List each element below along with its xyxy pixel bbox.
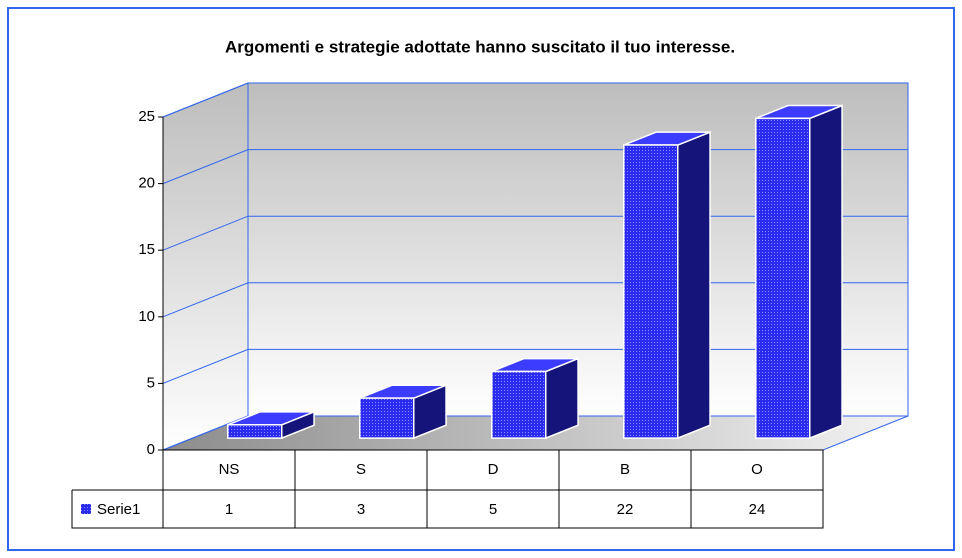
value-label: 3	[357, 501, 365, 518]
chart-title: Argomenti e strategie adottate hanno sus…	[225, 37, 735, 56]
bar-front	[227, 424, 283, 439]
bar-side	[545, 357, 579, 440]
legend-swatch	[81, 504, 91, 514]
x-tick-label: D	[488, 461, 499, 478]
bar	[227, 410, 315, 440]
bar-front	[623, 144, 679, 439]
y-tick-label: 25	[138, 108, 155, 125]
bar-front	[359, 397, 415, 439]
y-tick-label: 15	[138, 241, 155, 258]
grid-line	[162, 82, 908, 118]
bar	[491, 357, 579, 440]
value-label: 1	[225, 501, 233, 518]
bar	[755, 104, 843, 440]
bar	[623, 131, 711, 440]
y-tick-label: 0	[147, 441, 155, 458]
bar-front	[491, 370, 547, 439]
x-tick-label: B	[620, 461, 630, 478]
legend-label: Serie1	[97, 501, 140, 518]
y-tick-label: 5	[147, 374, 155, 391]
table-border	[71, 449, 824, 529]
value-label: 24	[749, 501, 766, 518]
bar-side	[677, 131, 711, 440]
x-tick-label: O	[751, 461, 763, 478]
bar	[359, 384, 447, 440]
bar-side	[809, 104, 843, 440]
value-label: 22	[617, 501, 634, 518]
bar-front	[755, 117, 811, 439]
value-label: 5	[489, 501, 497, 518]
x-tick-label: S	[356, 461, 366, 478]
y-tick-label: 20	[138, 175, 155, 192]
y-tick-label: 10	[138, 308, 155, 325]
frame	[7, 7, 955, 551]
x-tick-label: NS	[219, 461, 240, 478]
left-wall	[162, 82, 249, 451]
